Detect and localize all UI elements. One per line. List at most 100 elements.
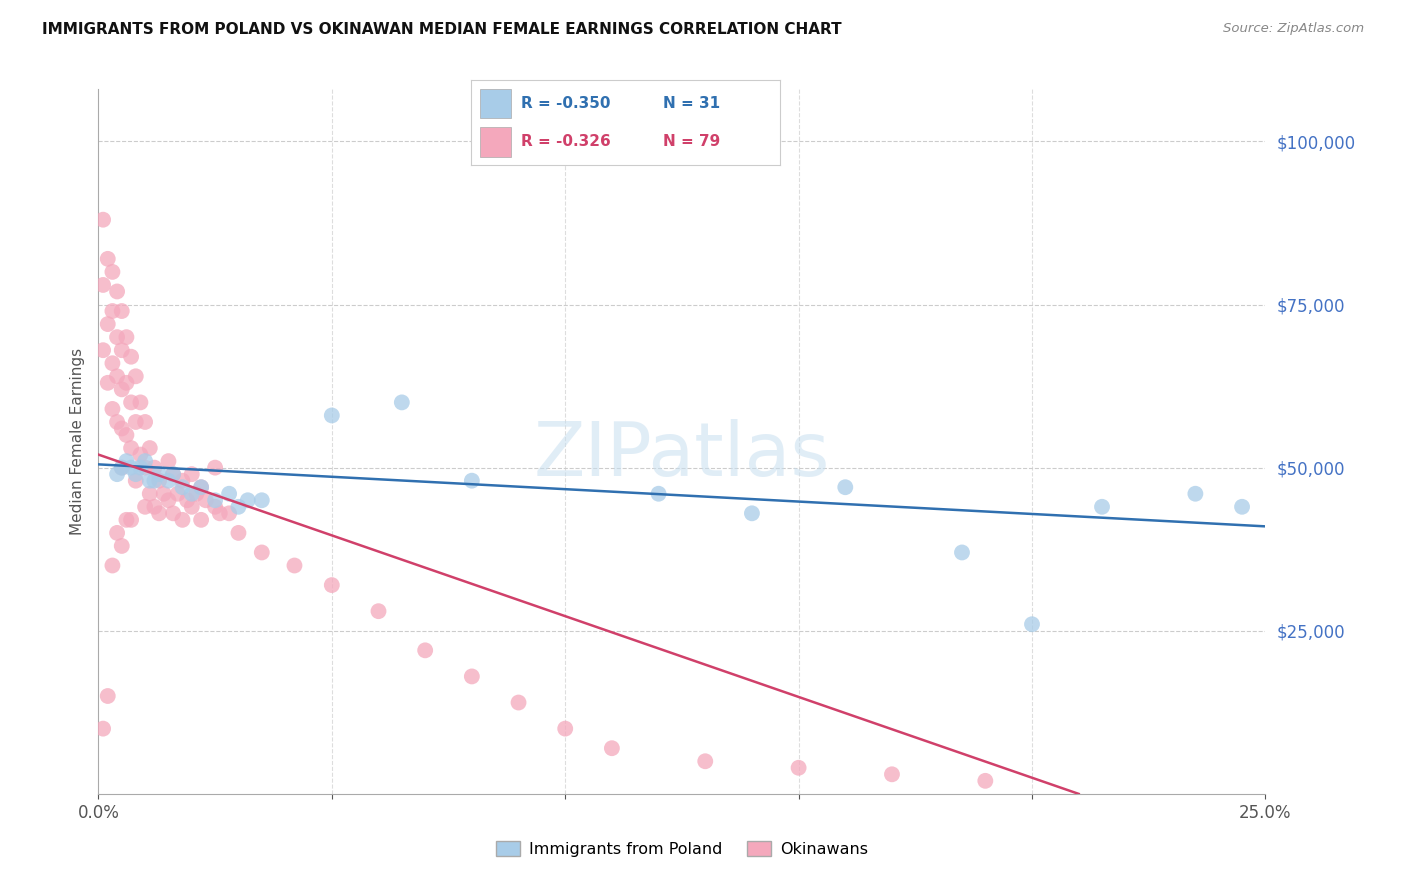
Point — [143, 500, 166, 514]
Point — [101, 304, 124, 318]
Point — [190, 480, 212, 494]
Point — [321, 578, 343, 592]
Point — [190, 480, 212, 494]
Point — [105, 525, 128, 540]
Point — [91, 277, 114, 292]
Y-axis label: Median Female Earnings: Median Female Earnings — [69, 348, 84, 535]
Point — [125, 369, 148, 384]
Point — [143, 460, 166, 475]
Point — [157, 454, 180, 468]
Point — [321, 409, 343, 423]
Point — [129, 460, 152, 475]
Legend: Immigrants from Poland, Okinawans: Immigrants from Poland, Okinawans — [489, 835, 875, 863]
Point — [974, 773, 997, 788]
Text: N = 79: N = 79 — [662, 134, 720, 149]
Point — [228, 500, 250, 514]
Point — [152, 487, 174, 501]
Point — [236, 493, 259, 508]
Point — [101, 356, 124, 370]
Bar — [481, 89, 512, 119]
Point — [157, 474, 180, 488]
Point — [134, 500, 156, 514]
Point — [172, 480, 194, 494]
Point — [111, 421, 134, 435]
Point — [148, 467, 170, 482]
Point — [134, 460, 156, 475]
Point — [111, 304, 134, 318]
Point — [204, 493, 226, 508]
Point — [115, 330, 138, 344]
Point — [218, 487, 240, 501]
Point — [125, 467, 148, 482]
Point — [91, 343, 114, 358]
Point — [143, 474, 166, 488]
Point — [120, 460, 142, 475]
Text: IMMIGRANTS FROM POLAND VS OKINAWAN MEDIAN FEMALE EARNINGS CORRELATION CHART: IMMIGRANTS FROM POLAND VS OKINAWAN MEDIA… — [42, 22, 842, 37]
Point — [111, 343, 134, 358]
Point — [204, 500, 226, 514]
Point — [115, 376, 138, 390]
Point — [115, 428, 138, 442]
Point — [172, 474, 194, 488]
Point — [1021, 617, 1043, 632]
Point — [695, 754, 717, 768]
Point — [139, 474, 162, 488]
Bar — [481, 127, 512, 157]
Point — [880, 767, 903, 781]
Text: R = -0.326: R = -0.326 — [520, 134, 610, 149]
Point — [101, 265, 124, 279]
Text: ZIPatlas: ZIPatlas — [534, 419, 830, 492]
Point — [97, 252, 120, 266]
Point — [101, 558, 124, 573]
Point — [111, 539, 134, 553]
Text: Source: ZipAtlas.com: Source: ZipAtlas.com — [1223, 22, 1364, 36]
Point — [172, 513, 194, 527]
Point — [148, 506, 170, 520]
Point — [250, 493, 273, 508]
Point — [180, 487, 202, 501]
Point — [120, 513, 142, 527]
Text: R = -0.350: R = -0.350 — [520, 95, 610, 111]
Point — [162, 467, 184, 482]
Point — [125, 415, 148, 429]
Point — [208, 506, 231, 520]
Point — [134, 415, 156, 429]
Point — [162, 467, 184, 482]
Point — [120, 350, 142, 364]
Point — [190, 513, 212, 527]
Point — [1091, 500, 1114, 514]
Point — [228, 525, 250, 540]
Point — [120, 441, 142, 455]
Point — [194, 493, 217, 508]
Point — [134, 454, 156, 468]
Point — [180, 467, 202, 482]
Point — [461, 474, 484, 488]
Point — [162, 506, 184, 520]
Point — [600, 741, 623, 756]
Point — [139, 441, 162, 455]
Point — [741, 506, 763, 520]
Point — [105, 285, 128, 299]
Point — [105, 330, 128, 344]
Point — [391, 395, 413, 409]
Point — [647, 487, 669, 501]
Point — [115, 513, 138, 527]
Point — [111, 460, 134, 475]
Point — [105, 467, 128, 482]
Point — [950, 545, 973, 559]
Point — [129, 395, 152, 409]
Point — [148, 474, 170, 488]
Point — [111, 382, 134, 396]
Point — [283, 558, 305, 573]
Point — [787, 761, 810, 775]
Point — [554, 722, 576, 736]
Point — [166, 487, 188, 501]
Point — [250, 545, 273, 559]
Point — [180, 500, 202, 514]
Point — [204, 460, 226, 475]
Point — [111, 460, 134, 475]
Point — [176, 493, 198, 508]
Point — [115, 454, 138, 468]
Point — [1184, 487, 1206, 501]
Point — [97, 376, 120, 390]
